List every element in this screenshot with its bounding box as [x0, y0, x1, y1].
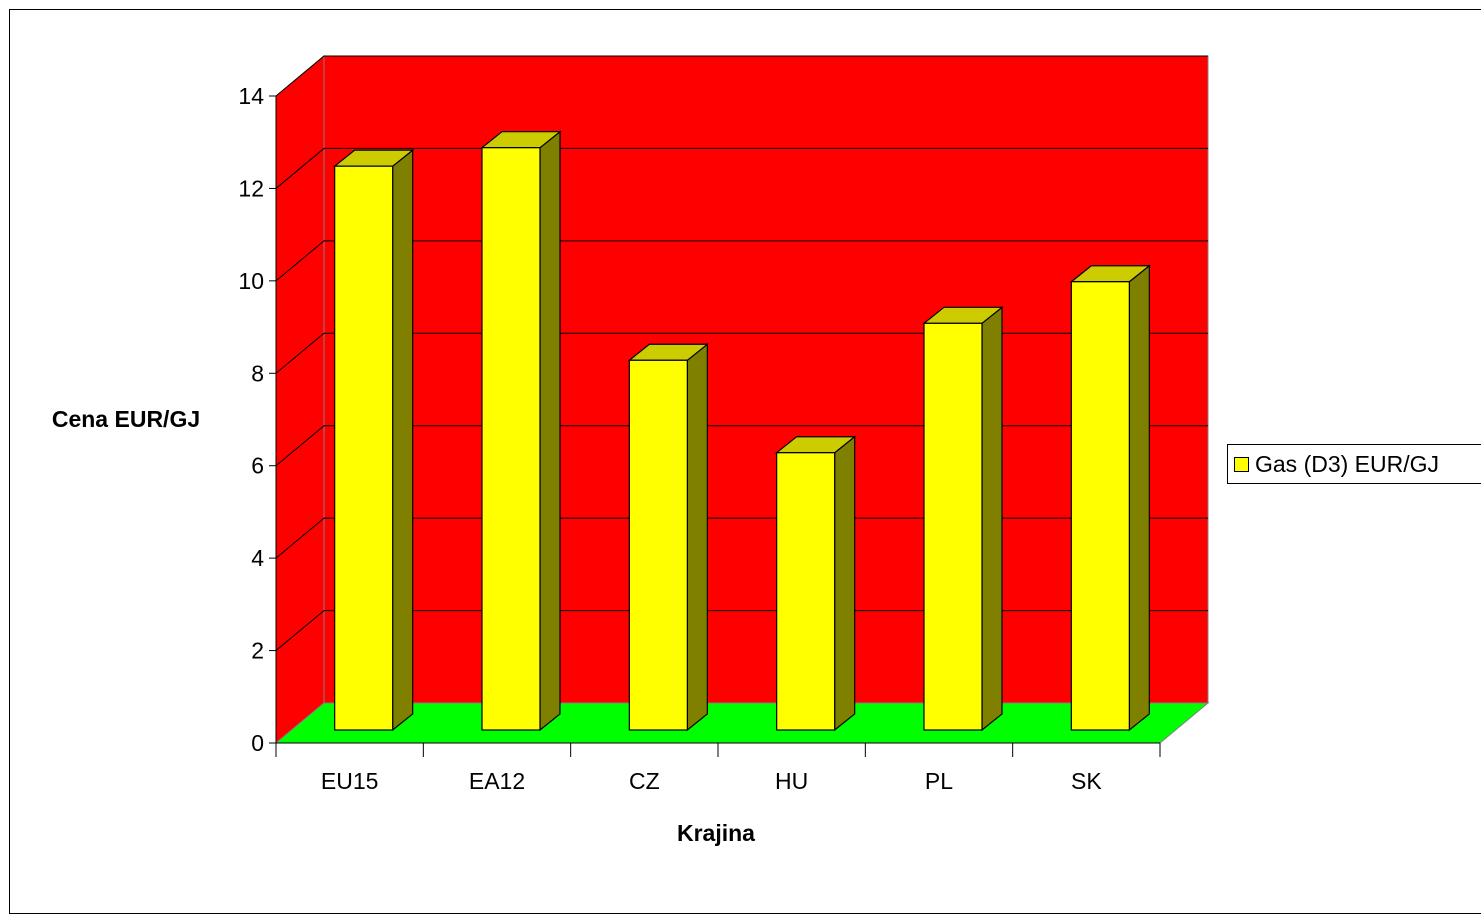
y-tick-label: 0 — [251, 730, 264, 756]
y-tick-label: 14 — [238, 83, 264, 109]
bars — [332, 130, 1152, 732]
side-wall — [275, 54, 325, 745]
y-tick-label: 4 — [251, 545, 264, 571]
y-tick-label: 10 — [238, 268, 264, 294]
bar-cz — [627, 343, 710, 732]
gridline — [275, 332, 1208, 374]
bar-side — [1128, 264, 1150, 732]
x-tick-label: EA12 — [469, 768, 525, 794]
gridline — [275, 147, 1208, 189]
bar-hu — [774, 435, 857, 732]
bar-ea12 — [480, 130, 562, 732]
gridline — [275, 610, 1208, 651]
legend-label-gas-d3: Gas (D3) EUR/GJ — [1255, 450, 1440, 477]
bar-side — [539, 130, 561, 732]
bar-front — [923, 322, 983, 731]
x-tick-label: HU — [775, 768, 808, 794]
legend-swatch — [1234, 456, 1249, 472]
bar-side — [686, 343, 708, 732]
gridlines — [275, 55, 1208, 651]
x-tick-label: EU15 — [321, 768, 379, 794]
bar-side — [834, 435, 856, 732]
floor — [274, 702, 1210, 744]
gridline — [275, 425, 1208, 467]
axes — [269, 95, 1161, 757]
x-axis-title: Krajina — [677, 820, 755, 846]
y-tick-label: 8 — [251, 360, 264, 386]
gridline — [275, 55, 1208, 97]
gridline — [275, 240, 1208, 282]
bar-side — [392, 148, 414, 732]
tick-labels: 0 2 4 6 8 10 12 14 EU15 EA12 CZ HU PL SK — [238, 83, 1102, 794]
y-tick-label: 12 — [238, 175, 264, 201]
y-tick-label: 6 — [251, 453, 264, 479]
bar-eu15 — [332, 148, 415, 732]
y-tick-label: 2 — [251, 638, 264, 664]
y-axis-title: Cena EUR/GJ — [52, 406, 200, 432]
bar-front — [628, 359, 688, 731]
x-tick-label: SK — [1071, 768, 1102, 794]
gridline — [275, 517, 1208, 559]
bar-front — [776, 452, 836, 731]
x-tick-label: CZ — [629, 768, 660, 794]
x-tick-label: PL — [925, 768, 953, 794]
bar-sk — [1069, 264, 1152, 732]
bar-pl — [922, 306, 1004, 732]
bar-side — [981, 306, 1003, 732]
bar-front — [1070, 281, 1130, 731]
chart-walls — [274, 54, 1210, 745]
bar-front — [334, 165, 394, 731]
legend: Gas (D3) EUR/GJ — [1227, 444, 1481, 484]
bar-front — [481, 147, 541, 731]
